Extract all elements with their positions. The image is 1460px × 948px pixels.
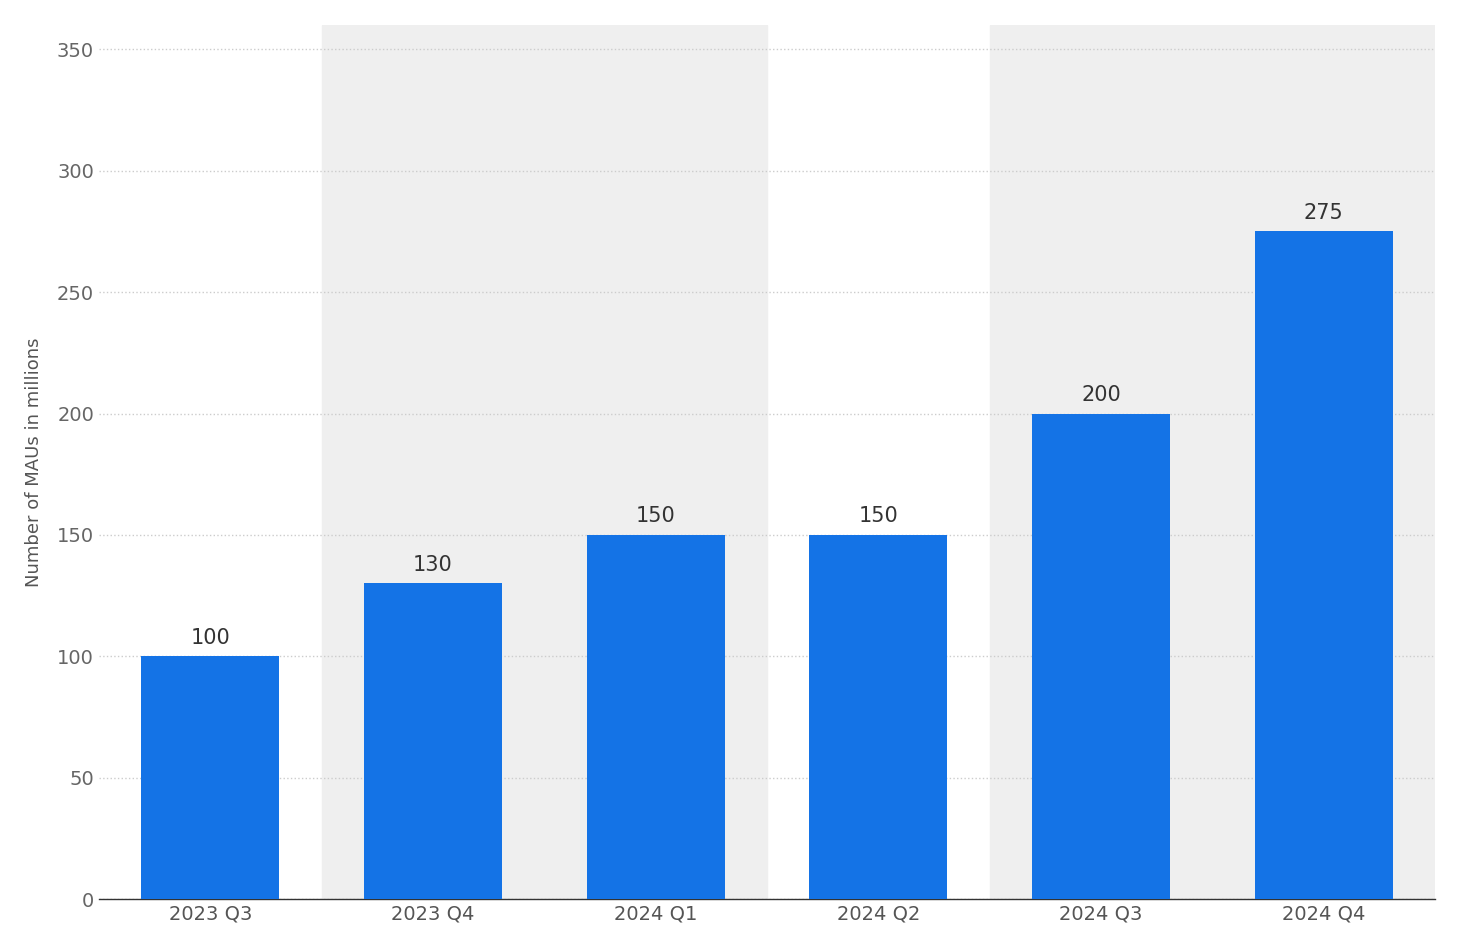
Bar (990, 25, 1435, 899)
Bar (1254, 231, 1393, 899)
Bar (587, 535, 724, 899)
Bar (1032, 413, 1169, 899)
Bar (321, 25, 766, 899)
Text: 100: 100 (190, 628, 231, 647)
Text: 150: 150 (858, 506, 898, 526)
Text: 130: 130 (413, 555, 453, 575)
Text: 200: 200 (1080, 385, 1121, 405)
Bar (809, 535, 948, 899)
Bar (364, 583, 502, 899)
Text: 150: 150 (635, 506, 676, 526)
Text: 275: 275 (1304, 203, 1343, 223)
Y-axis label: Number of MAUs in millions: Number of MAUs in millions (25, 337, 42, 587)
Bar (142, 656, 279, 899)
